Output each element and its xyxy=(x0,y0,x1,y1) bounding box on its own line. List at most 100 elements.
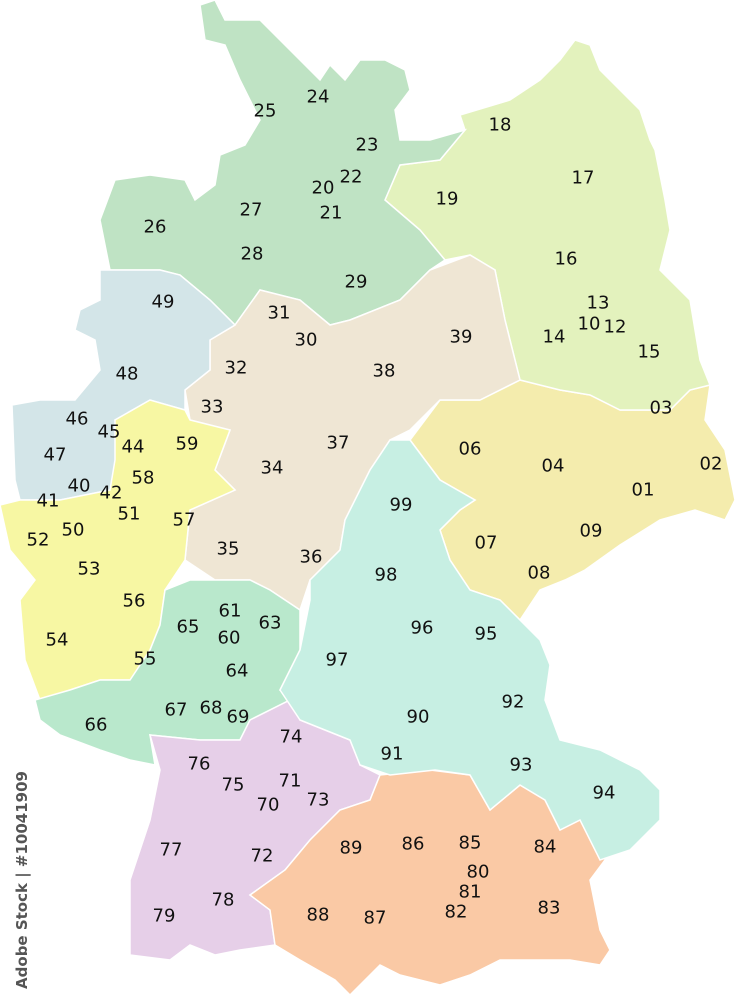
postal-code-label-32: 32 xyxy=(224,357,248,379)
postal-code-label-93: 93 xyxy=(509,754,533,776)
postal-code-label-79: 79 xyxy=(152,905,176,927)
postal-code-label-56: 56 xyxy=(122,590,146,612)
postal-code-label-88: 88 xyxy=(306,904,330,926)
postal-code-label-04: 04 xyxy=(541,455,565,477)
postal-code-label-16: 16 xyxy=(554,248,578,270)
postal-code-label-37: 37 xyxy=(326,432,350,454)
postal-code-label-66: 66 xyxy=(84,714,108,736)
postal-code-label-97: 97 xyxy=(325,649,349,671)
postal-code-label-71: 71 xyxy=(278,770,302,792)
postal-code-label-82: 82 xyxy=(444,901,468,923)
postal-code-label-85: 85 xyxy=(458,832,482,854)
postal-code-label-22: 22 xyxy=(339,166,363,188)
postal-code-label-02: 02 xyxy=(699,453,723,475)
postal-code-label-07: 07 xyxy=(474,532,498,554)
postal-code-label-44: 44 xyxy=(121,436,145,458)
postal-code-label-31: 31 xyxy=(267,302,291,324)
postal-code-label-64: 64 xyxy=(225,660,249,682)
postal-code-label-96: 96 xyxy=(410,617,434,639)
postal-zone-9 xyxy=(279,439,661,861)
postal-code-label-26: 26 xyxy=(143,216,167,238)
postal-code-label-23: 23 xyxy=(355,134,379,156)
postal-code-label-45: 45 xyxy=(97,421,121,443)
postal-code-label-24: 24 xyxy=(306,86,330,108)
postal-zone-5 xyxy=(0,399,237,701)
postal-code-label-99: 99 xyxy=(389,494,413,516)
postal-code-label-59: 59 xyxy=(175,433,199,455)
postal-code-label-86: 86 xyxy=(401,833,425,855)
postal-code-label-30: 30 xyxy=(294,329,318,351)
postal-code-label-77: 77 xyxy=(159,839,183,861)
postal-code-label-91: 91 xyxy=(380,743,404,765)
postal-code-label-38: 38 xyxy=(372,360,396,382)
postal-code-label-54: 54 xyxy=(45,629,69,651)
postal-code-label-53: 53 xyxy=(77,558,101,580)
postal-code-label-47: 47 xyxy=(43,444,67,466)
postal-code-label-72: 72 xyxy=(250,845,274,867)
postal-code-label-67: 67 xyxy=(164,699,188,721)
postal-code-label-49: 49 xyxy=(151,291,175,313)
postal-code-label-41: 41 xyxy=(36,490,60,512)
postal-code-label-60: 60 xyxy=(217,627,241,649)
postal-code-label-70: 70 xyxy=(256,794,280,816)
postal-code-label-27: 27 xyxy=(239,199,263,221)
postal-code-label-76: 76 xyxy=(187,753,211,775)
postal-code-label-83: 83 xyxy=(537,897,561,919)
postal-code-label-13: 13 xyxy=(586,292,610,314)
postal-code-label-19: 19 xyxy=(435,188,459,210)
postal-code-label-17: 17 xyxy=(571,167,595,189)
postal-code-label-80: 80 xyxy=(466,861,490,883)
postal-code-label-12: 12 xyxy=(603,316,627,338)
postal-code-label-40: 40 xyxy=(67,475,91,497)
postal-code-label-21: 21 xyxy=(319,202,343,224)
postal-code-label-65: 65 xyxy=(176,616,200,638)
postal-code-label-18: 18 xyxy=(488,114,512,136)
postal-code-label-55: 55 xyxy=(133,648,157,670)
postal-code-label-98: 98 xyxy=(374,564,398,586)
postal-code-label-10: 10 xyxy=(577,313,601,335)
postal-code-label-81: 81 xyxy=(458,881,482,903)
postal-code-label-74: 74 xyxy=(279,726,303,748)
postal-code-label-06: 06 xyxy=(458,438,482,460)
postal-code-label-52: 52 xyxy=(26,529,50,551)
postal-code-label-48: 48 xyxy=(115,363,139,385)
stock-credit: Adobe Stock | #10041909 xyxy=(13,771,31,989)
postal-code-label-95: 95 xyxy=(474,623,498,645)
postal-code-label-08: 08 xyxy=(527,562,551,584)
postal-code-label-14: 14 xyxy=(542,326,566,348)
postal-code-label-03: 03 xyxy=(649,397,673,419)
postal-code-label-69: 69 xyxy=(226,706,250,728)
postal-code-label-15: 15 xyxy=(637,341,661,363)
postal-code-label-42: 42 xyxy=(99,482,123,504)
postal-code-label-63: 63 xyxy=(258,612,282,634)
postal-code-label-29: 29 xyxy=(344,271,368,293)
postal-code-label-89: 89 xyxy=(339,837,363,859)
postal-code-label-87: 87 xyxy=(363,907,387,929)
postal-code-label-35: 35 xyxy=(216,538,240,560)
postal-code-label-50: 50 xyxy=(61,519,85,541)
postal-code-label-94: 94 xyxy=(592,782,616,804)
postal-code-label-68: 68 xyxy=(199,697,223,719)
postal-code-label-25: 25 xyxy=(253,100,277,122)
postal-code-label-46: 46 xyxy=(65,408,89,430)
postal-code-label-34: 34 xyxy=(260,457,284,479)
postal-code-label-92: 92 xyxy=(501,691,525,713)
postal-code-label-78: 78 xyxy=(211,889,235,911)
postal-code-label-61: 61 xyxy=(218,600,242,622)
postal-code-label-51: 51 xyxy=(117,503,141,525)
postal-code-label-73: 73 xyxy=(306,789,330,811)
postal-code-label-84: 84 xyxy=(533,836,557,858)
postal-code-label-58: 58 xyxy=(131,467,155,489)
postal-code-label-36: 36 xyxy=(299,546,323,568)
postal-code-label-39: 39 xyxy=(449,326,473,348)
postal-code-label-33: 33 xyxy=(200,396,224,418)
postal-code-label-28: 28 xyxy=(240,243,264,265)
postal-code-label-75: 75 xyxy=(221,774,245,796)
postal-code-label-57: 57 xyxy=(172,509,196,531)
postal-code-label-20: 20 xyxy=(311,177,335,199)
postal-code-label-09: 09 xyxy=(579,520,603,542)
postal-code-label-01: 01 xyxy=(631,479,655,501)
postal-code-label-90: 90 xyxy=(406,706,430,728)
